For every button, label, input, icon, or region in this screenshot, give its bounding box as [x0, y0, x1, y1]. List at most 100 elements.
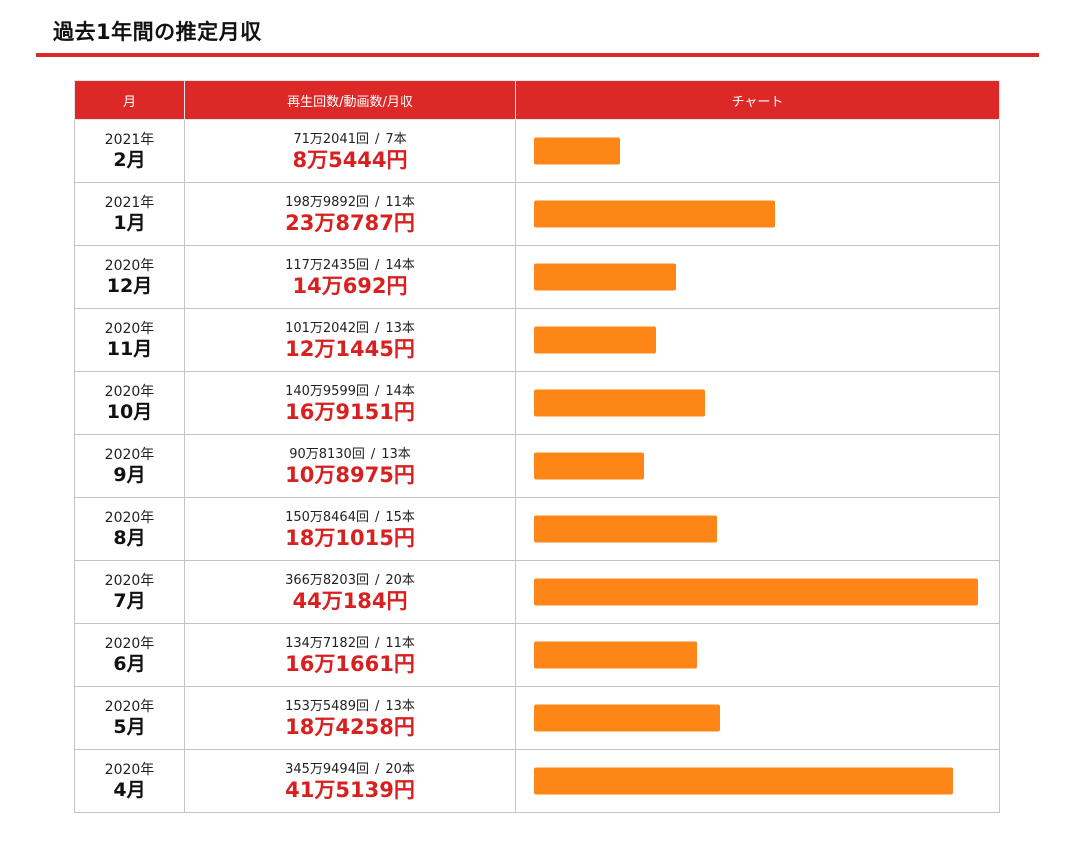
chart-cell	[515, 245, 1000, 309]
row-income: 18万4258円	[285, 714, 415, 739]
row-income: 23万8787円	[285, 210, 415, 235]
income-bar	[534, 452, 644, 480]
views-videos-line: 117万2435回 / 14本	[185, 257, 515, 274]
month-cell: 2020年 8月	[74, 497, 185, 561]
stats-separator: /	[374, 257, 380, 273]
views-videos-line: 140万9599回 / 14本	[185, 383, 515, 400]
row-views: 366万8203回	[285, 572, 369, 588]
stats-cell: 90万8130回 / 13本 10万8975円	[184, 434, 516, 498]
stats-separator: /	[374, 635, 380, 651]
stats-separator: /	[374, 761, 380, 777]
chart-cell	[515, 371, 1000, 435]
table-row: 2020年 10月 140万9599回 / 14本 16万9151円	[74, 371, 1000, 435]
income-bar	[534, 515, 717, 543]
row-year: 2020年	[104, 635, 155, 652]
views-videos-line: 198万9892回 / 11本	[185, 194, 515, 211]
table-row: 2020年 9月 90万8130回 / 13本 10万8975円	[74, 434, 1000, 498]
row-views: 117万2435回	[285, 257, 369, 273]
month-cell: 2020年 4月	[74, 749, 185, 813]
row-month: 5月	[113, 715, 146, 738]
month-cell: 2020年 5月	[74, 686, 185, 750]
month-cell: 2020年 11月	[74, 308, 185, 372]
stats-cell: 140万9599回 / 14本 16万9151円	[184, 371, 516, 435]
row-videos: 7本	[385, 131, 407, 147]
table-header-row: 月 再生回数/動画数/月収 チャート	[74, 80, 1000, 120]
views-videos-line: 150万8464回 / 15本	[185, 509, 515, 526]
chart-cell	[515, 182, 1000, 246]
row-videos: 14本	[385, 383, 415, 399]
row-month: 9月	[113, 463, 146, 486]
chart-cell	[515, 749, 1000, 813]
income-bar	[534, 200, 775, 228]
month-cell: 2021年 2月	[74, 119, 185, 183]
income-bar	[534, 767, 953, 795]
month-cell: 2021年 1月	[74, 182, 185, 246]
row-videos: 14本	[385, 257, 415, 273]
table-row: 2020年 5月 153万5489回 / 13本 18万4258円	[74, 686, 1000, 750]
row-month: 8月	[113, 526, 146, 549]
chart-cell	[515, 119, 1000, 183]
row-income: 44万184円	[292, 588, 408, 613]
stats-cell: 117万2435回 / 14本 14万692円	[184, 245, 516, 309]
chart-cell	[515, 560, 1000, 624]
row-income: 18万1015円	[285, 525, 415, 550]
stats-separator: /	[374, 383, 380, 399]
stats-cell: 134万7182回 / 11本 16万1661円	[184, 623, 516, 687]
views-videos-line: 134万7182回 / 11本	[185, 635, 515, 652]
row-year: 2020年	[104, 572, 155, 589]
table-row: 2021年 1月 198万9892回 / 11本 23万8787円	[74, 182, 1000, 246]
table-row: 2020年 11月 101万2042回 / 13本 12万1445円	[74, 308, 1000, 372]
row-year: 2020年	[104, 257, 155, 274]
income-bar	[534, 641, 697, 669]
month-cell: 2020年 9月	[74, 434, 185, 498]
row-income: 12万1445円	[285, 336, 415, 361]
row-views: 134万7182回	[285, 635, 369, 651]
table-body: 2021年 2月 71万2041回/7本 8万5444円 2021年 1月 198万9892…	[74, 119, 1000, 813]
monthly-income-table: 月 再生回数/動画数/月収 チャート 2021年 2月 71万2041回/7本 8万5…	[74, 80, 1000, 813]
row-views: 150万8464回	[285, 509, 369, 525]
row-views: 90万8130回	[289, 446, 365, 462]
stats-separator: /	[370, 446, 376, 462]
row-videos: 15本	[385, 509, 415, 525]
row-year: 2020年	[104, 320, 155, 337]
row-income: 14万692円	[292, 273, 408, 298]
stats-cell: 198万9892回 / 11本 23万8787円	[184, 182, 516, 246]
views-videos-line: 71万2041回 / 7本	[185, 131, 515, 148]
row-year: 2020年	[104, 698, 155, 715]
row-videos: 13本	[385, 320, 415, 336]
month-cell: 2020年 6月	[74, 623, 185, 687]
income-bar	[534, 578, 978, 606]
views-videos-line: 90万8130回 / 13本	[185, 446, 515, 463]
chart-cell	[515, 497, 1000, 561]
row-views: 345万9494回	[285, 761, 369, 777]
stats-cell: 150万8464回 / 15本 18万1015円	[184, 497, 516, 561]
stats-cell: 345万9494回 / 20本 41万5139円	[184, 749, 516, 813]
row-year: 2020年	[104, 509, 155, 526]
income-bar	[534, 263, 676, 291]
income-bar	[534, 137, 620, 165]
income-bar	[534, 326, 656, 354]
stats-cell: 153万5489回 / 13本 18万4258円	[184, 686, 516, 750]
row-videos: 13本	[385, 698, 415, 714]
stats-separator: /	[374, 572, 380, 588]
chart-cell	[515, 686, 1000, 750]
row-videos: 20本	[385, 761, 415, 777]
row-income: 8万5444円	[292, 147, 408, 172]
row-views: 198万9892回	[285, 194, 369, 210]
month-cell: 2020年 10月	[74, 371, 185, 435]
row-videos: 11本	[385, 194, 415, 210]
views-videos-line: 366万8203回 / 20本	[185, 572, 515, 589]
row-month: 12月	[106, 274, 153, 297]
row-income: 41万5139円	[285, 777, 415, 802]
row-views: 101万2042回	[285, 320, 369, 336]
table-row: 2020年 7月 366万8203回 / 20本 44万184円	[74, 560, 1000, 624]
row-month: 7月	[113, 589, 146, 612]
row-year: 2020年	[104, 383, 155, 400]
month-cell: 2020年 12月	[74, 245, 185, 309]
income-bar	[534, 704, 720, 732]
stats-separator: /	[374, 698, 380, 714]
row-month: 1月	[113, 211, 146, 234]
row-income: 10万8975円	[285, 462, 415, 487]
table-row: 2020年 4月 345万9494回 / 20本 41万5139円	[74, 749, 1000, 813]
chart-cell	[515, 434, 1000, 498]
